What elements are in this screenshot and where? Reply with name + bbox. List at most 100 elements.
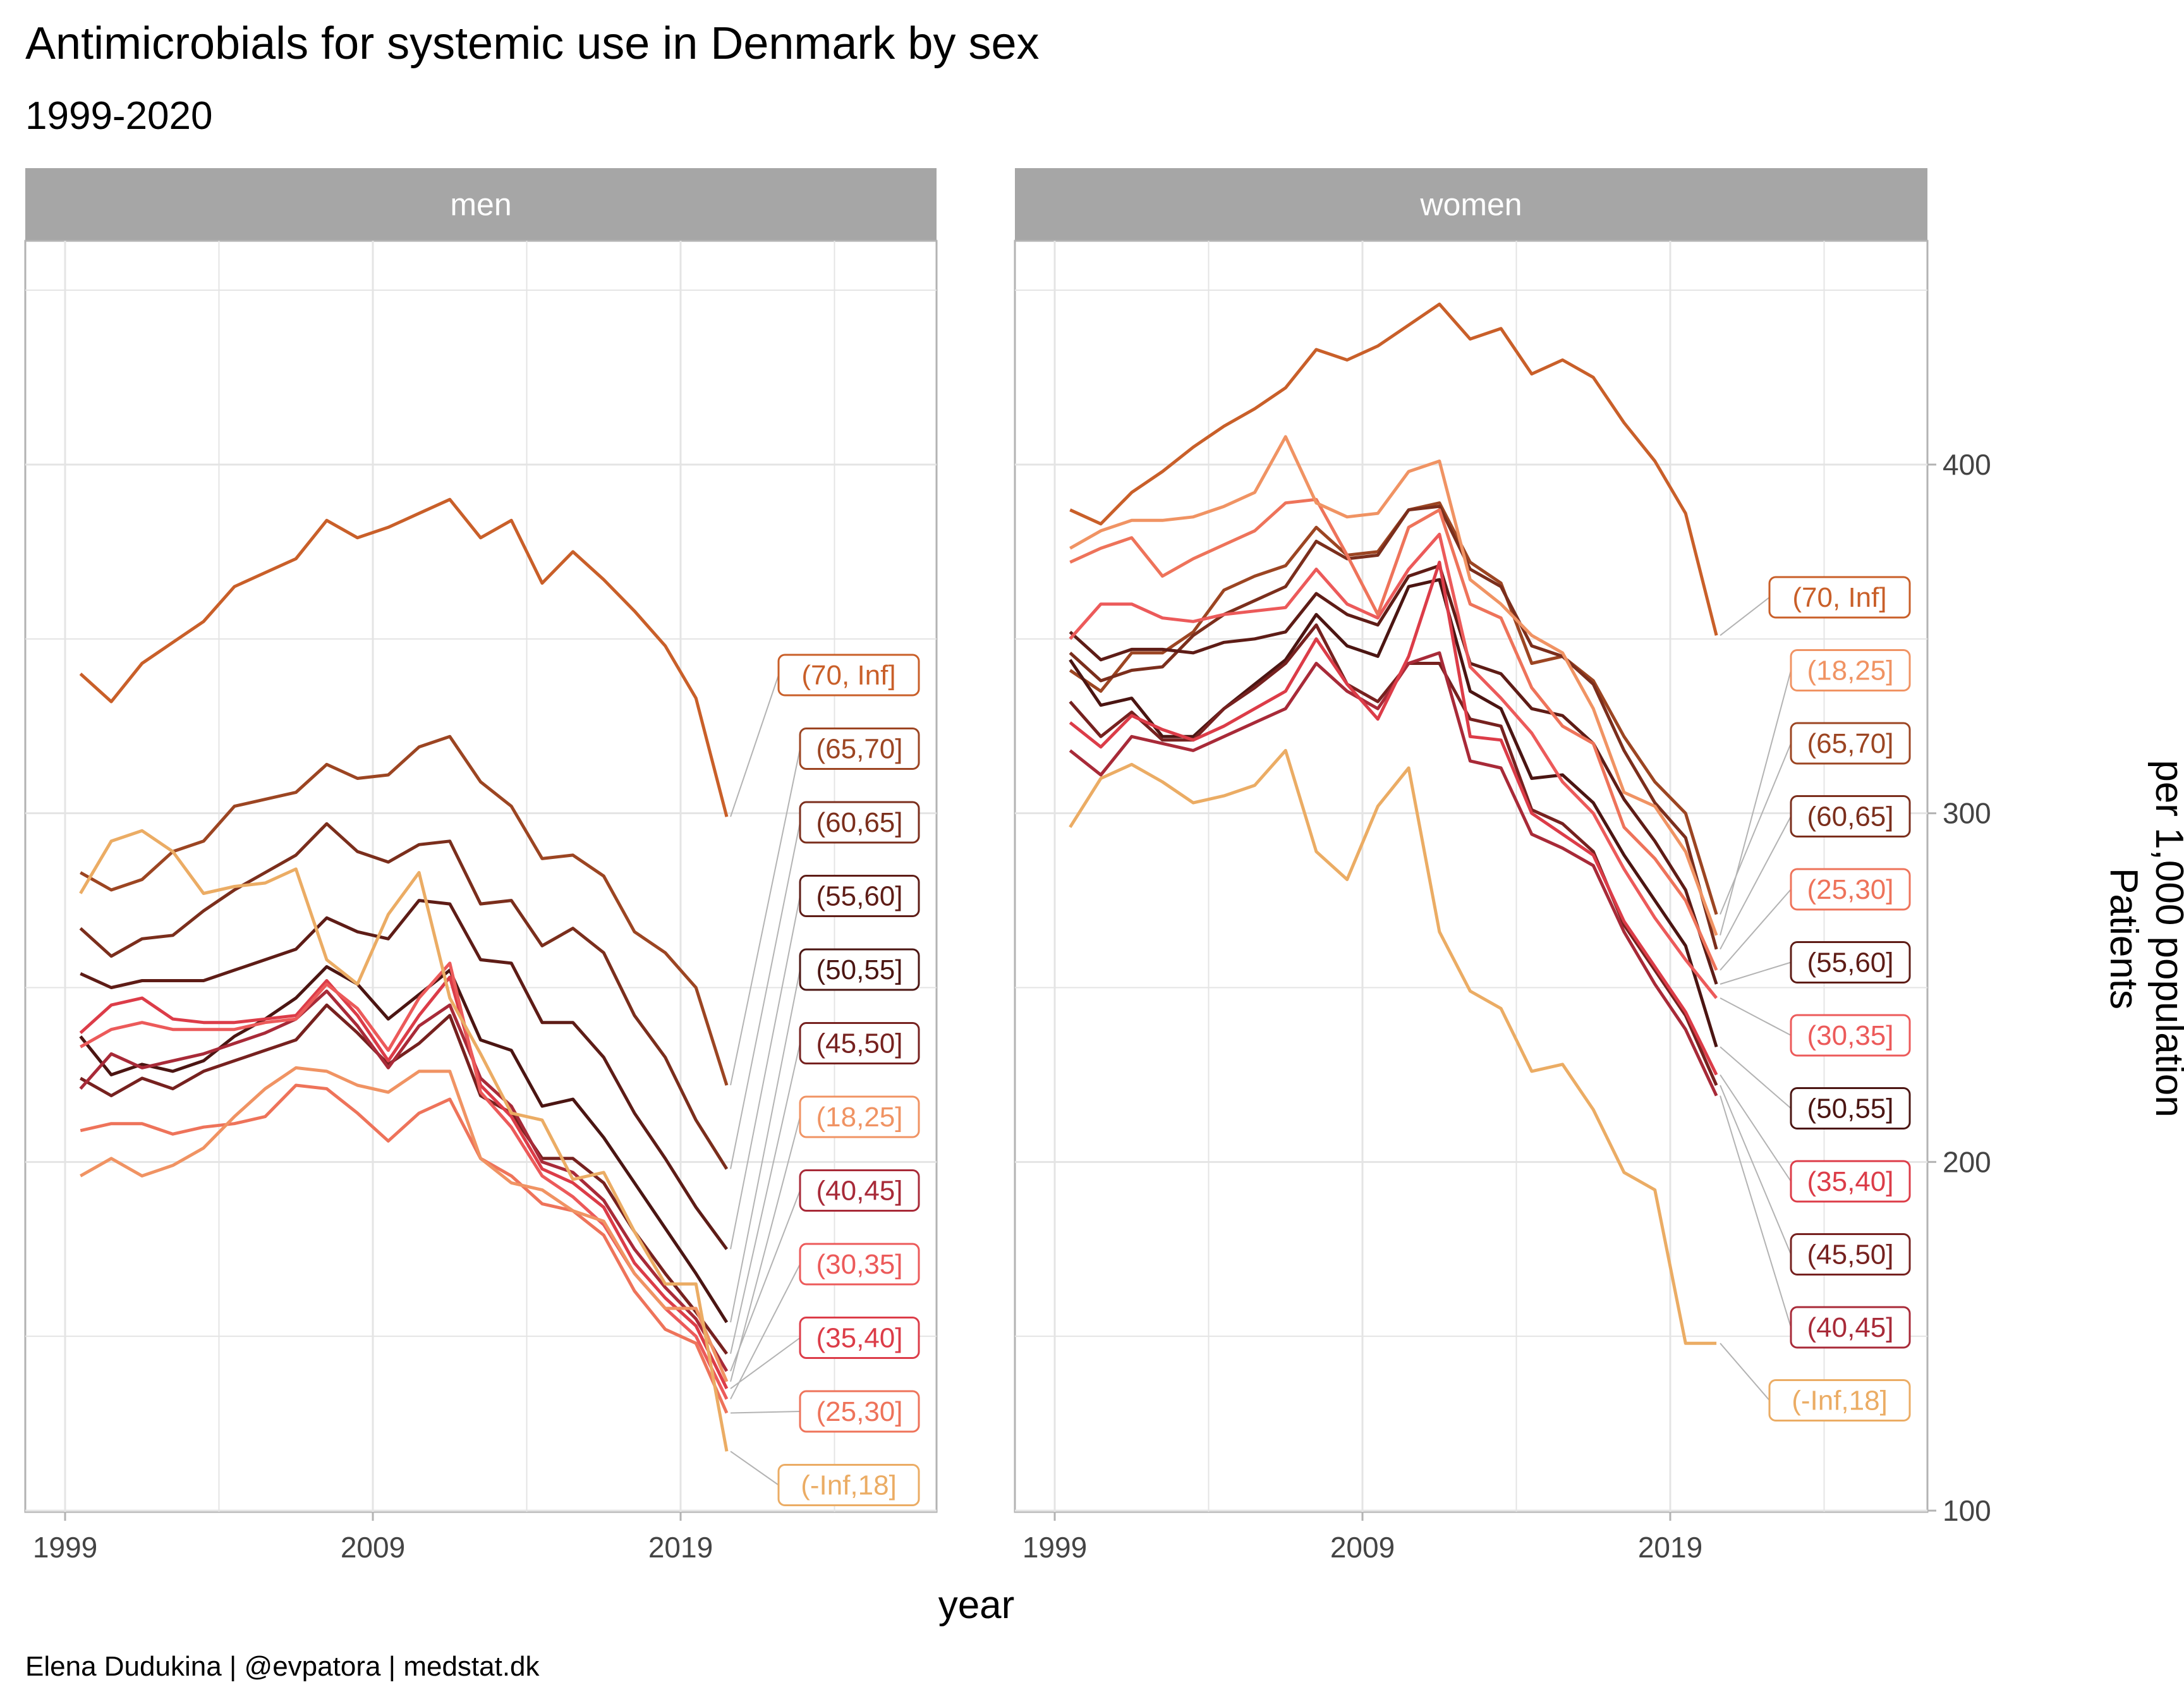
series-label-box <box>1790 1233 1911 1276</box>
series-label-box <box>1790 868 1911 911</box>
y-tick-label: 300 <box>1943 797 1991 830</box>
series-label: (60,65] <box>1807 801 1894 832</box>
label-leader-line <box>1720 816 1792 950</box>
series-label-box <box>799 1390 920 1433</box>
label-leader-line <box>1720 1085 1792 1255</box>
series-label-box <box>1790 1160 1911 1203</box>
series-line <box>79 497 729 817</box>
facet-strip <box>25 168 937 241</box>
series-label-box <box>1790 941 1911 983</box>
label-leader-line <box>730 896 801 1250</box>
x-tick-label: 2009 <box>1330 1531 1395 1564</box>
x-tick-label: 2019 <box>1638 1531 1702 1564</box>
plot-panel <box>1014 240 1929 1513</box>
label-leader-line <box>730 1043 801 1354</box>
series-label-box <box>1790 1014 1911 1057</box>
series-line <box>1069 561 1718 1076</box>
label-leader-line <box>1720 889 1792 971</box>
series-label-box <box>799 1169 920 1212</box>
series-line <box>80 1066 729 1382</box>
label-leader-line <box>1720 670 1792 936</box>
plot-panel <box>24 240 938 1513</box>
series-label-box <box>777 654 920 697</box>
chart-caption: Elena Dudukina | @evpatora | medstat.dk <box>25 1651 540 1682</box>
facet-strip-label: women <box>1419 187 1522 222</box>
y-axis-title-line: per 1,000 population <box>2147 760 2184 1117</box>
panel-women: women 1999 2009 2019 (70, Inf] (18,25] (65,70]… <box>1014 168 1929 1564</box>
label-leader-line <box>730 1190 801 1372</box>
label-leader-line <box>1720 1343 1770 1401</box>
series-label-box <box>799 875 920 917</box>
series-label-box <box>1790 649 1911 691</box>
x-tick-label: 2019 <box>648 1531 713 1564</box>
label-leader-line <box>730 1264 801 1399</box>
series-line <box>79 989 729 1372</box>
label-leader-line <box>1720 1074 1792 1182</box>
series-label: (-Inf,18] <box>1792 1385 1888 1416</box>
series-label-box <box>799 1095 920 1138</box>
series-label: (70, Inf] <box>801 660 895 691</box>
label-leader-line <box>1720 961 1792 985</box>
label-leader-line <box>730 969 801 1323</box>
series-line <box>1069 748 1717 1345</box>
facet-strip <box>1015 168 1927 241</box>
series-label: (40,45] <box>1807 1312 1894 1343</box>
series-line <box>80 1083 729 1414</box>
series-line <box>1069 578 1718 1048</box>
label-leader-line <box>730 674 779 817</box>
series-line <box>1069 497 1718 971</box>
series-line <box>1069 302 1718 636</box>
series-label-box <box>799 1243 920 1286</box>
x-tick-label: 1999 <box>1022 1531 1087 1564</box>
series-label-box <box>799 801 920 844</box>
y-axis: 100 200 300 400 <box>1927 448 1991 1527</box>
label-leader-line <box>730 822 801 1169</box>
series-label: (25,30] <box>816 1396 903 1427</box>
series-label-box <box>1790 795 1911 837</box>
series-label: (55,60] <box>1807 947 1894 978</box>
series-label: (35,40] <box>816 1323 903 1354</box>
series-line <box>80 1003 729 1355</box>
y-axis-title-line: Patients <box>2102 868 2145 1009</box>
series-label-box <box>799 1317 920 1359</box>
series-label: (25,30] <box>1807 874 1894 905</box>
series-label-box <box>799 728 920 770</box>
series-line <box>1069 435 1718 936</box>
label-leader-line <box>1720 743 1792 915</box>
series-label: (30,35] <box>816 1249 903 1280</box>
x-tick-label: 2009 <box>341 1531 405 1564</box>
series-label-box <box>1790 722 1911 765</box>
series-label-box <box>777 1464 920 1506</box>
series-label: (65,70] <box>816 734 903 765</box>
label-leader-line <box>731 1411 801 1414</box>
label-leader-line <box>1720 1095 1792 1328</box>
series-label: (45,50] <box>1807 1239 1894 1270</box>
series-line <box>1069 532 1718 999</box>
label-leader-line <box>730 1337 801 1389</box>
series-label-box <box>1768 1379 1911 1422</box>
y-tick-label: 400 <box>1943 448 1991 481</box>
series-line <box>80 734 729 1086</box>
x-axis-title: year <box>938 1583 1015 1627</box>
series-label-box <box>1790 1306 1911 1349</box>
series-line <box>80 899 729 1250</box>
label-leader-line <box>730 748 801 1086</box>
series-label-box <box>799 948 920 991</box>
series-line <box>79 975 729 1390</box>
y-tick-label: 200 <box>1943 1145 1991 1178</box>
label-leader-line <box>1720 1046 1792 1109</box>
label-leader-line <box>1720 997 1792 1036</box>
series-label: (-Inf,18] <box>801 1470 897 1501</box>
series-label: (45,50] <box>816 1028 903 1059</box>
series-label: (55,60] <box>816 881 903 912</box>
series-line <box>79 829 729 1452</box>
label-leader-line <box>1720 597 1770 636</box>
series-label-box <box>799 1022 920 1064</box>
panel-men: men 1999 2009 2019 (70, Inf] (65,70] (60,65] (5… <box>24 168 938 1564</box>
series-label: (35,40] <box>1807 1166 1894 1197</box>
series-label: (60,65] <box>816 807 903 838</box>
y-tick-label: 100 <box>1943 1494 1991 1527</box>
series-label: (18,25] <box>816 1102 903 1133</box>
